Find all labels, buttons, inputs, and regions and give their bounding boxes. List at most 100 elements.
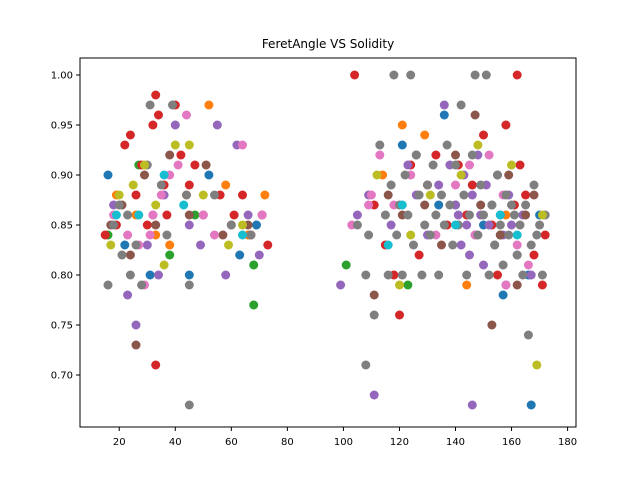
x-tick-label: 160 <box>502 437 521 448</box>
data-point <box>507 220 516 230</box>
data-point <box>162 210 172 220</box>
data-point <box>504 170 514 180</box>
data-point <box>515 220 525 230</box>
y-tick-label: 0.70 <box>51 371 73 382</box>
data-point <box>420 220 430 230</box>
data-point <box>526 240 536 250</box>
data-point <box>434 200 444 210</box>
x-tick-label: 80 <box>281 437 294 448</box>
data-point <box>106 240 116 250</box>
data-point <box>479 210 488 220</box>
data-point <box>448 240 458 250</box>
data-point <box>537 210 547 220</box>
data-point <box>535 220 545 230</box>
data-point <box>383 190 393 200</box>
y-tick-label: 0.80 <box>51 271 73 282</box>
data-point <box>397 200 407 210</box>
data-point <box>501 190 511 200</box>
data-point <box>420 130 430 140</box>
data-point <box>411 150 421 160</box>
data-point <box>451 150 460 160</box>
data-point <box>484 150 494 160</box>
data-point <box>123 210 133 220</box>
data-point <box>409 240 418 250</box>
data-point <box>439 220 449 230</box>
data-point <box>204 100 214 110</box>
data-point <box>495 230 505 240</box>
data-point <box>532 360 542 370</box>
data-point <box>111 210 121 220</box>
data-point <box>459 190 469 200</box>
data-point <box>504 230 514 240</box>
data-point <box>372 170 382 180</box>
data-point <box>493 170 502 180</box>
data-point <box>196 240 205 250</box>
data-point <box>507 160 516 170</box>
data-point <box>397 120 407 130</box>
data-point <box>120 240 130 250</box>
data-point <box>170 120 180 130</box>
data-point <box>120 140 130 150</box>
data-point <box>473 140 483 150</box>
data-point <box>495 220 505 230</box>
data-point <box>173 160 183 170</box>
data-point <box>125 130 135 140</box>
data-point <box>142 220 152 230</box>
data-point <box>509 210 519 220</box>
data-point <box>476 180 486 190</box>
data-point <box>423 180 432 190</box>
data-point <box>229 210 239 220</box>
data-point <box>465 250 474 260</box>
data-point <box>395 280 404 290</box>
data-point <box>521 200 531 210</box>
data-point <box>224 240 233 250</box>
data-point <box>512 240 522 250</box>
data-point <box>462 270 472 280</box>
data-point <box>154 270 163 280</box>
data-point <box>257 210 267 220</box>
data-point <box>151 360 161 370</box>
y-tick-label: 0.95 <box>51 121 73 132</box>
data-point <box>487 320 497 330</box>
data-point <box>400 170 410 180</box>
data-point <box>179 200 189 210</box>
data-point <box>397 140 407 150</box>
data-point <box>479 130 488 140</box>
data-point <box>184 270 194 280</box>
data-point <box>131 340 141 350</box>
y-tick-label: 0.75 <box>51 321 73 332</box>
data-point <box>249 300 259 310</box>
data-point <box>467 150 477 160</box>
data-point <box>392 230 402 240</box>
data-point <box>462 220 472 230</box>
data-point <box>490 240 500 250</box>
data-point <box>473 230 483 240</box>
data-point <box>442 140 452 150</box>
data-point <box>114 190 124 200</box>
data-point <box>406 70 416 80</box>
chart-title: FeretAngle VS Solidity <box>262 37 394 51</box>
data-point <box>369 390 379 400</box>
data-point <box>386 220 396 230</box>
data-point <box>495 210 505 220</box>
data-point <box>515 160 525 170</box>
data-point <box>403 210 413 220</box>
data-point <box>484 220 494 230</box>
data-point <box>238 190 247 200</box>
data-point <box>182 190 191 200</box>
data-point <box>184 180 194 190</box>
data-point <box>148 210 158 220</box>
data-point <box>501 120 511 130</box>
data-point <box>470 70 480 80</box>
data-point <box>246 230 256 240</box>
data-point <box>364 200 374 210</box>
data-point <box>221 180 231 190</box>
x-tick-label: 180 <box>558 437 577 448</box>
data-point <box>361 360 371 370</box>
data-point <box>156 190 166 200</box>
data-point <box>341 260 351 270</box>
data-point <box>204 170 214 180</box>
data-point <box>507 200 516 210</box>
data-point <box>487 200 497 210</box>
